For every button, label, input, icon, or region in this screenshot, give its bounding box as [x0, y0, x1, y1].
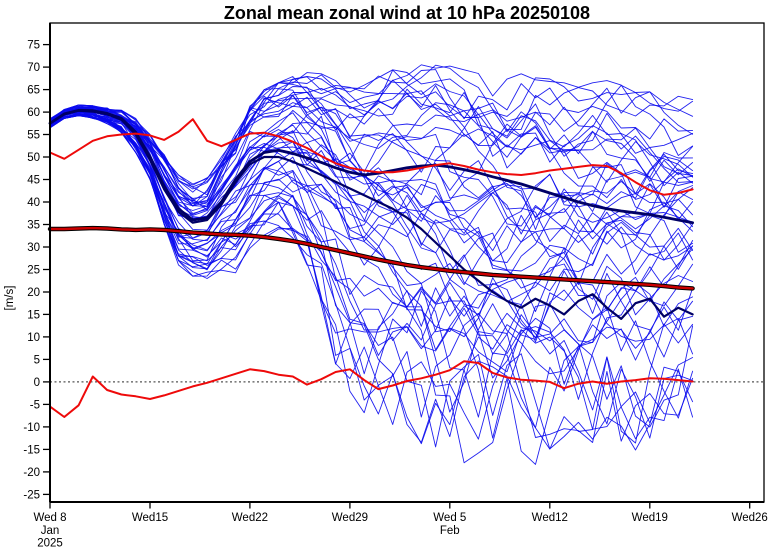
- ensemble-member-line: [49, 110, 694, 450]
- x-tick-label: Wed 8: [33, 512, 66, 524]
- x-tick-sublabel: Jan: [41, 525, 60, 537]
- climatology-line: [48, 226, 694, 290]
- ensemble-members-layer: [49, 64, 694, 465]
- ensemble-member-line: [49, 113, 694, 312]
- y-tick-label: -15: [23, 444, 40, 456]
- y-tick-label: 30: [27, 242, 40, 254]
- y-tick-label: -10: [23, 422, 40, 434]
- y-tick-label: 25: [27, 265, 40, 277]
- ensemble-member-line: [49, 69, 694, 185]
- y-tick-label: 40: [27, 197, 40, 209]
- chart-title: Zonal mean zonal wind at 10 hPa 20250108: [224, 3, 590, 23]
- y-tick-label: 0: [34, 377, 40, 389]
- y-tick-label: 60: [27, 107, 40, 119]
- y-tick-label: 35: [27, 220, 40, 232]
- y-axis-unit-label: [m/s]: [4, 286, 16, 311]
- x-tick-label: Wed 5: [433, 512, 466, 524]
- x-tick-label: Wed26: [732, 512, 768, 524]
- ensemble-member-line: [49, 79, 694, 223]
- ensemble-member-line: [49, 105, 694, 230]
- x-tick-sublabel: 2025: [37, 538, 63, 548]
- y-tick-label: 70: [27, 62, 40, 74]
- y-tick-label: 5: [34, 354, 40, 366]
- x-tick-label: Wed15: [132, 512, 168, 524]
- x-tick-label: Wed19: [632, 512, 668, 524]
- y-tick-label: 50: [27, 152, 40, 164]
- y-tick-label: 20: [27, 287, 40, 299]
- y-tick-label: 10: [27, 332, 40, 344]
- x-tick-label: Wed29: [332, 512, 368, 524]
- y-tick-label: -5: [30, 399, 40, 411]
- x-tick-sublabel: Feb: [440, 525, 460, 537]
- y-tick-label: 55: [27, 130, 40, 142]
- ensemble-member-line: [49, 106, 694, 211]
- axes-layer: -25-20-15-10-505101520253035404550556065…: [23, 22, 768, 548]
- y-tick-label: -25: [23, 489, 40, 501]
- ensemble-member-line: [49, 112, 694, 429]
- y-tick-label: 65: [27, 85, 40, 97]
- ensemble-member-line: [49, 113, 694, 257]
- plot-border: [49, 22, 765, 503]
- red-upper-line: [49, 118, 694, 196]
- red-near-zero-line: [49, 360, 694, 418]
- y-tick-label: 45: [27, 175, 40, 187]
- x-tick-label: Wed22: [232, 512, 268, 524]
- ensemble-member-line: [49, 107, 694, 338]
- ensemble-member-line: [49, 112, 694, 465]
- ensemble-member-line: [49, 88, 694, 313]
- main-series-layer: [47, 108, 695, 418]
- y-tick-label: 75: [27, 40, 40, 52]
- y-tick-label: -20: [23, 467, 40, 479]
- ensemble-member-line: [49, 91, 694, 186]
- ensemble-member-line: [49, 69, 694, 207]
- ensemble-member-line: [49, 113, 694, 443]
- y-tick-label: 15: [27, 309, 40, 321]
- ensemble-member-line: [49, 69, 694, 203]
- ensemble-member-line: [49, 92, 694, 188]
- ensemble-mean-line: [48, 108, 694, 225]
- ensemble-member-line: [49, 109, 694, 242]
- x-tick-label: Wed12: [532, 512, 568, 524]
- ensemble-member-line: [49, 110, 694, 286]
